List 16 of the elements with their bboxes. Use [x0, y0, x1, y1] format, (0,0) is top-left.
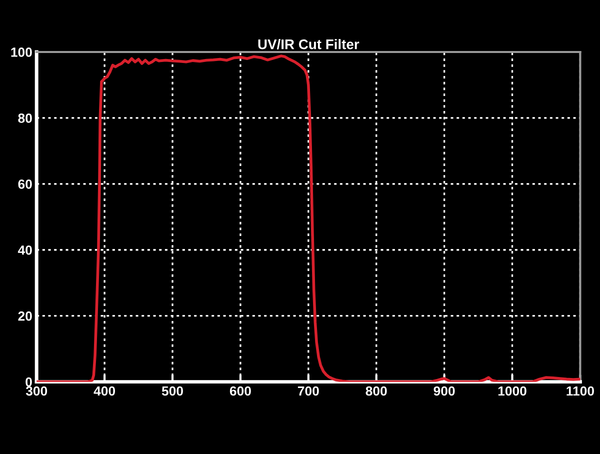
- y-tick-label: 100: [11, 48, 32, 57]
- x-tick-label: 600: [230, 386, 251, 396]
- x-tick-label: 700: [298, 386, 319, 396]
- x-tick-label: 900: [434, 386, 455, 396]
- chart-title: UV/IR Cut Filter: [258, 39, 360, 50]
- y-tick-label: 60: [18, 179, 32, 189]
- y-tick-label: 80: [18, 114, 32, 123]
- x-tick-label: 800: [366, 386, 387, 396]
- x-tick-label: 400: [94, 386, 116, 396]
- y-tick-label: 40: [18, 245, 32, 255]
- x-tick-label: 1000: [498, 386, 526, 396]
- y-tick-label: 0: [26, 377, 32, 387]
- y-tick-label: 20: [18, 311, 32, 321]
- x-tick-label: 300: [26, 386, 48, 396]
- x-tick-label: 500: [162, 386, 183, 396]
- x-tick-label: 1100: [566, 386, 594, 396]
